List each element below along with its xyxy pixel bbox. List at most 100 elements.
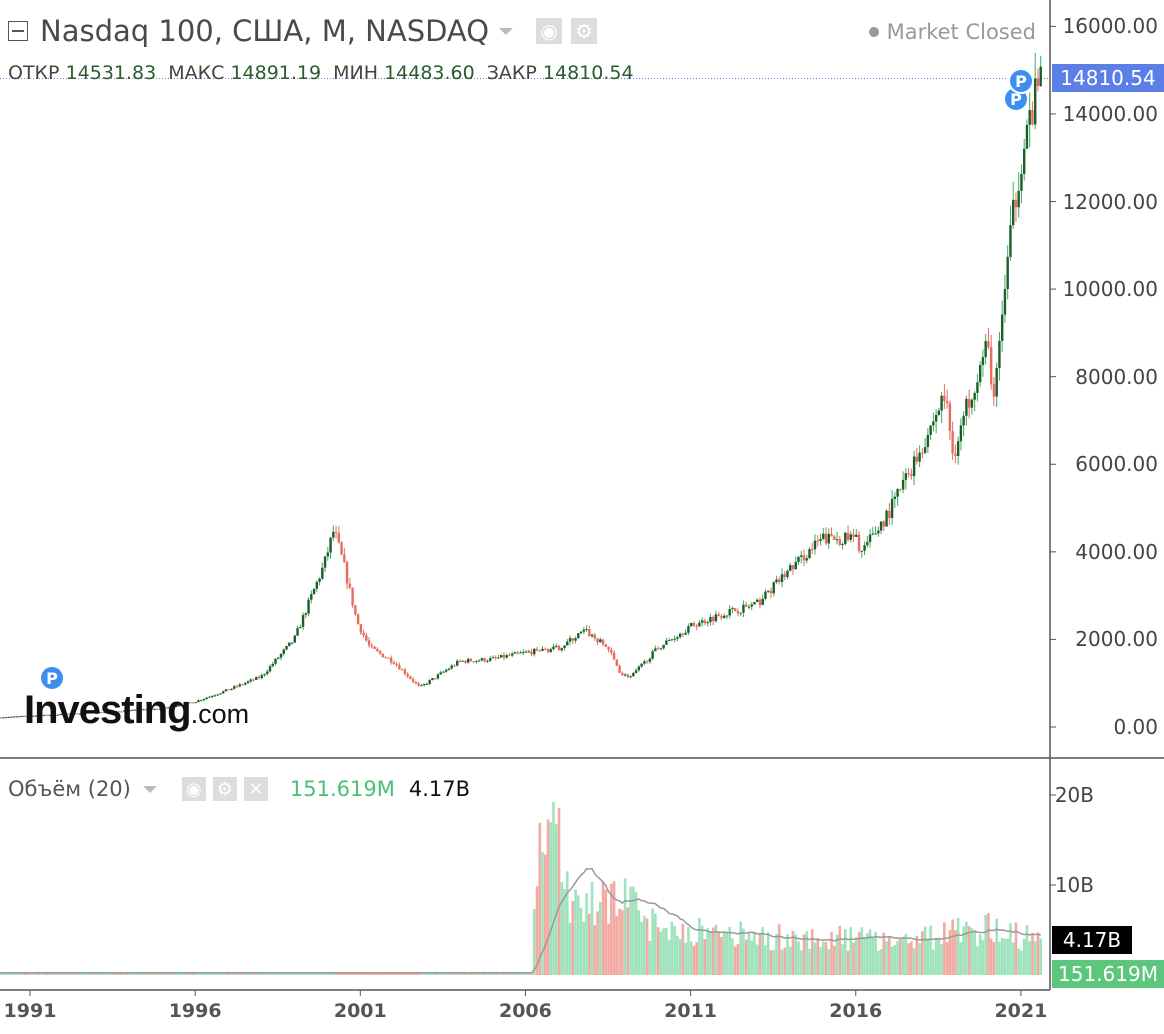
- candle-body: [615, 659, 619, 666]
- volume-bar: [142, 972, 145, 975]
- candle-body: [717, 614, 720, 617]
- volume-bar: [458, 972, 462, 975]
- collapse-icon[interactable]: [8, 21, 28, 41]
- candle-body: [136, 709, 140, 711]
- marker-p-icon[interactable]: P: [1003, 86, 1029, 112]
- volume-bar: [766, 932, 770, 975]
- volume-bar: [293, 972, 297, 975]
- marker-p-icon[interactable]: P: [39, 665, 65, 691]
- candle-body: [868, 534, 872, 543]
- marker-p-icon[interactable]: P: [1008, 68, 1034, 94]
- candle-body: [332, 531, 335, 538]
- volume-bar: [238, 972, 242, 975]
- volume-bar: [951, 919, 954, 975]
- volume-bar: [312, 972, 316, 975]
- candle-body: [849, 534, 852, 540]
- close-icon[interactable]: ✕: [243, 777, 268, 801]
- candle-body: [238, 684, 241, 687]
- candle-body: [571, 638, 574, 641]
- volume-bar: [436, 972, 440, 975]
- candle-body: [67, 713, 71, 715]
- volume-bar: [502, 972, 506, 975]
- volume-bar: [921, 931, 924, 975]
- volume-bar: [808, 948, 811, 975]
- open-label: ОТКР: [8, 62, 60, 84]
- candle-body: [585, 629, 588, 631]
- candle-body: [634, 670, 638, 673]
- volume-bar: [92, 972, 96, 975]
- market-status-text: Market Closed: [886, 20, 1036, 44]
- candle-body: [133, 709, 137, 711]
- chevron-down-icon[interactable]: [142, 785, 157, 793]
- volume-bar: [588, 913, 591, 975]
- candle-body: [439, 672, 442, 675]
- volume-bar: [929, 925, 932, 975]
- volume-bar: [643, 915, 646, 975]
- volume-bar: [37, 972, 41, 975]
- volume-bar: [857, 932, 861, 975]
- candle-body: [34, 715, 38, 717]
- candle-body: [522, 651, 525, 653]
- candle-body: [505, 655, 508, 658]
- volume-bar: [648, 940, 652, 975]
- candle-body: [725, 615, 729, 617]
- price-tick-label: 0.00: [1113, 715, 1158, 739]
- chevron-down-icon[interactable]: [499, 27, 514, 35]
- volume-bar: [499, 972, 503, 975]
- candle-body: [896, 489, 899, 497]
- volume-bar: [334, 972, 338, 975]
- volume-bar: [224, 972, 228, 975]
- eye-icon[interactable]: ◉: [536, 18, 563, 44]
- candle-body: [904, 473, 908, 480]
- candle-body: [414, 681, 418, 684]
- volume-title[interactable]: Объём (20): [8, 777, 131, 801]
- candle-body: [736, 611, 740, 614]
- candle-body: [244, 683, 247, 685]
- candle-body: [590, 634, 594, 637]
- volume-bar: [348, 972, 352, 975]
- candle-body: [937, 410, 941, 415]
- volume-bar: [956, 918, 960, 975]
- candle-body: [959, 425, 963, 442]
- volume-bar: [835, 934, 839, 975]
- volume-bar: [114, 972, 118, 975]
- volume-bar: [488, 972, 492, 975]
- volume-bar: [186, 972, 189, 975]
- candle-body: [552, 646, 555, 650]
- candle-body: [511, 653, 514, 656]
- eye-icon[interactable]: ◉: [181, 777, 206, 801]
- volume-bar: [565, 871, 569, 975]
- last-price-label: 14810.54: [1052, 64, 1164, 93]
- gear-icon[interactable]: ⚙: [212, 777, 237, 801]
- gear-icon[interactable]: ⚙: [571, 18, 598, 44]
- volume-bar: [962, 926, 965, 975]
- candle-body: [125, 710, 129, 712]
- candle-body: [698, 622, 701, 627]
- volume-bar: [626, 907, 630, 975]
- volume-bar: [120, 972, 123, 975]
- candle-body: [120, 711, 123, 713]
- volume-bar: [205, 972, 209, 975]
- candle-body: [742, 604, 745, 613]
- volume-bar: [896, 940, 899, 975]
- volume-bar: [571, 900, 575, 975]
- volume-bar: [904, 933, 908, 975]
- candle-body: [444, 669, 448, 672]
- candle-body: [175, 706, 178, 708]
- candle-body: [852, 534, 855, 537]
- volume-bar: [274, 972, 277, 975]
- candle-body: [879, 521, 883, 531]
- chart-title[interactable]: Nasdaq 100, США, M, NASDAQ: [40, 14, 490, 48]
- volume-bar: [519, 972, 522, 975]
- volume-bar: [439, 972, 442, 975]
- volume-bar: [139, 972, 142, 975]
- candle-body: [893, 496, 897, 499]
- volume-bar: [637, 910, 641, 975]
- volume-bar: [736, 943, 740, 975]
- candle-body: [604, 644, 608, 647]
- volume-bar: [216, 972, 220, 975]
- volume-bar: [480, 972, 484, 975]
- candle-body: [62, 713, 65, 715]
